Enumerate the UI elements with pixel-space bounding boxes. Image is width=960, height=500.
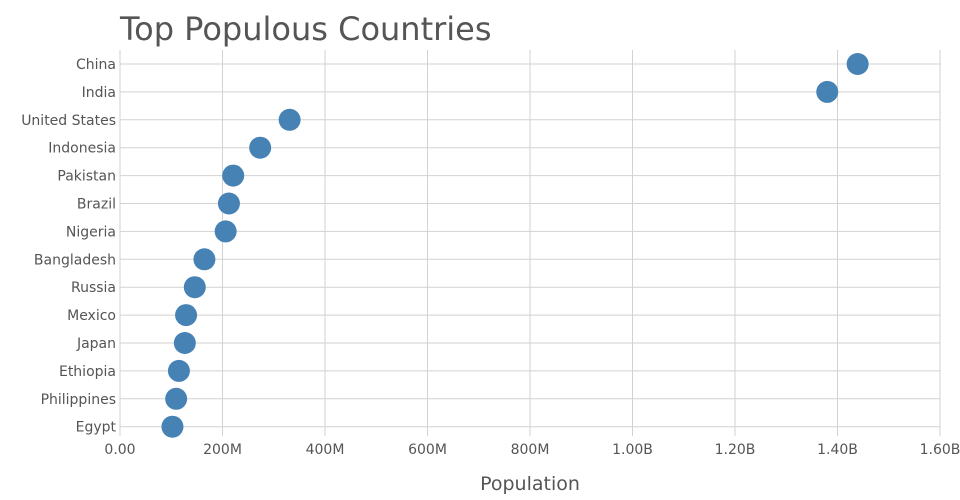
x-tick-label: 800M (511, 442, 550, 458)
data-point[interactable] (846, 53, 869, 75)
data-point[interactable] (816, 80, 839, 103)
x-axis-tick-labels: 0.00 200M 400M 600M 800M 1.00B 1.20B 1.40B 1.60B (104, 442, 960, 458)
y-tick-label: United States (21, 113, 116, 129)
chart-title: Top Populous Countries (119, 10, 492, 48)
data-point[interactable] (173, 332, 196, 354)
y-tick-label: Japan (76, 336, 116, 352)
x-tick-label: 1.40B (817, 442, 858, 458)
x-tick-label: 0.00 (104, 442, 135, 458)
grid (119, 50, 941, 436)
data-points (161, 53, 869, 438)
data-point[interactable] (175, 304, 198, 327)
x-tick-label: 1.00B (612, 442, 653, 458)
y-tick-label: Indonesia (48, 141, 116, 157)
y-tick-label: Mexico (67, 308, 116, 324)
data-point[interactable] (183, 276, 206, 299)
y-tick-label: Ethiopia (59, 364, 116, 380)
y-tick-label: Nigeria (66, 224, 116, 240)
y-tick-label: Pakistan (57, 169, 116, 185)
y-tick-label: India (82, 85, 116, 101)
y-tick-label: China (76, 57, 116, 73)
x-tick-label: 400M (306, 442, 345, 458)
data-point[interactable] (214, 220, 237, 243)
x-tick-label: 600M (408, 442, 447, 458)
y-axis-labels: China India United States Indonesia Pakistan… (21, 57, 116, 436)
data-point[interactable] (222, 164, 245, 187)
data-point[interactable] (167, 359, 190, 382)
y-tick-label: Brazil (77, 197, 116, 213)
y-tick-label: Philippines (41, 392, 116, 408)
y-tick-label: Russia (71, 280, 116, 296)
data-point[interactable] (249, 136, 272, 159)
data-point[interactable] (217, 192, 240, 215)
x-tick-label: 200M (203, 442, 242, 458)
x-axis-title: Population (480, 473, 580, 495)
data-point[interactable] (278, 108, 301, 131)
y-tick-label: Bangladesh (34, 252, 116, 268)
x-tick-label: 1.60B (920, 442, 960, 458)
data-point[interactable] (193, 248, 216, 271)
y-tick-label: Egypt (76, 420, 117, 436)
x-tick-label: 1.20B (715, 442, 756, 458)
data-point[interactable] (161, 415, 184, 438)
data-point[interactable] (165, 387, 188, 410)
